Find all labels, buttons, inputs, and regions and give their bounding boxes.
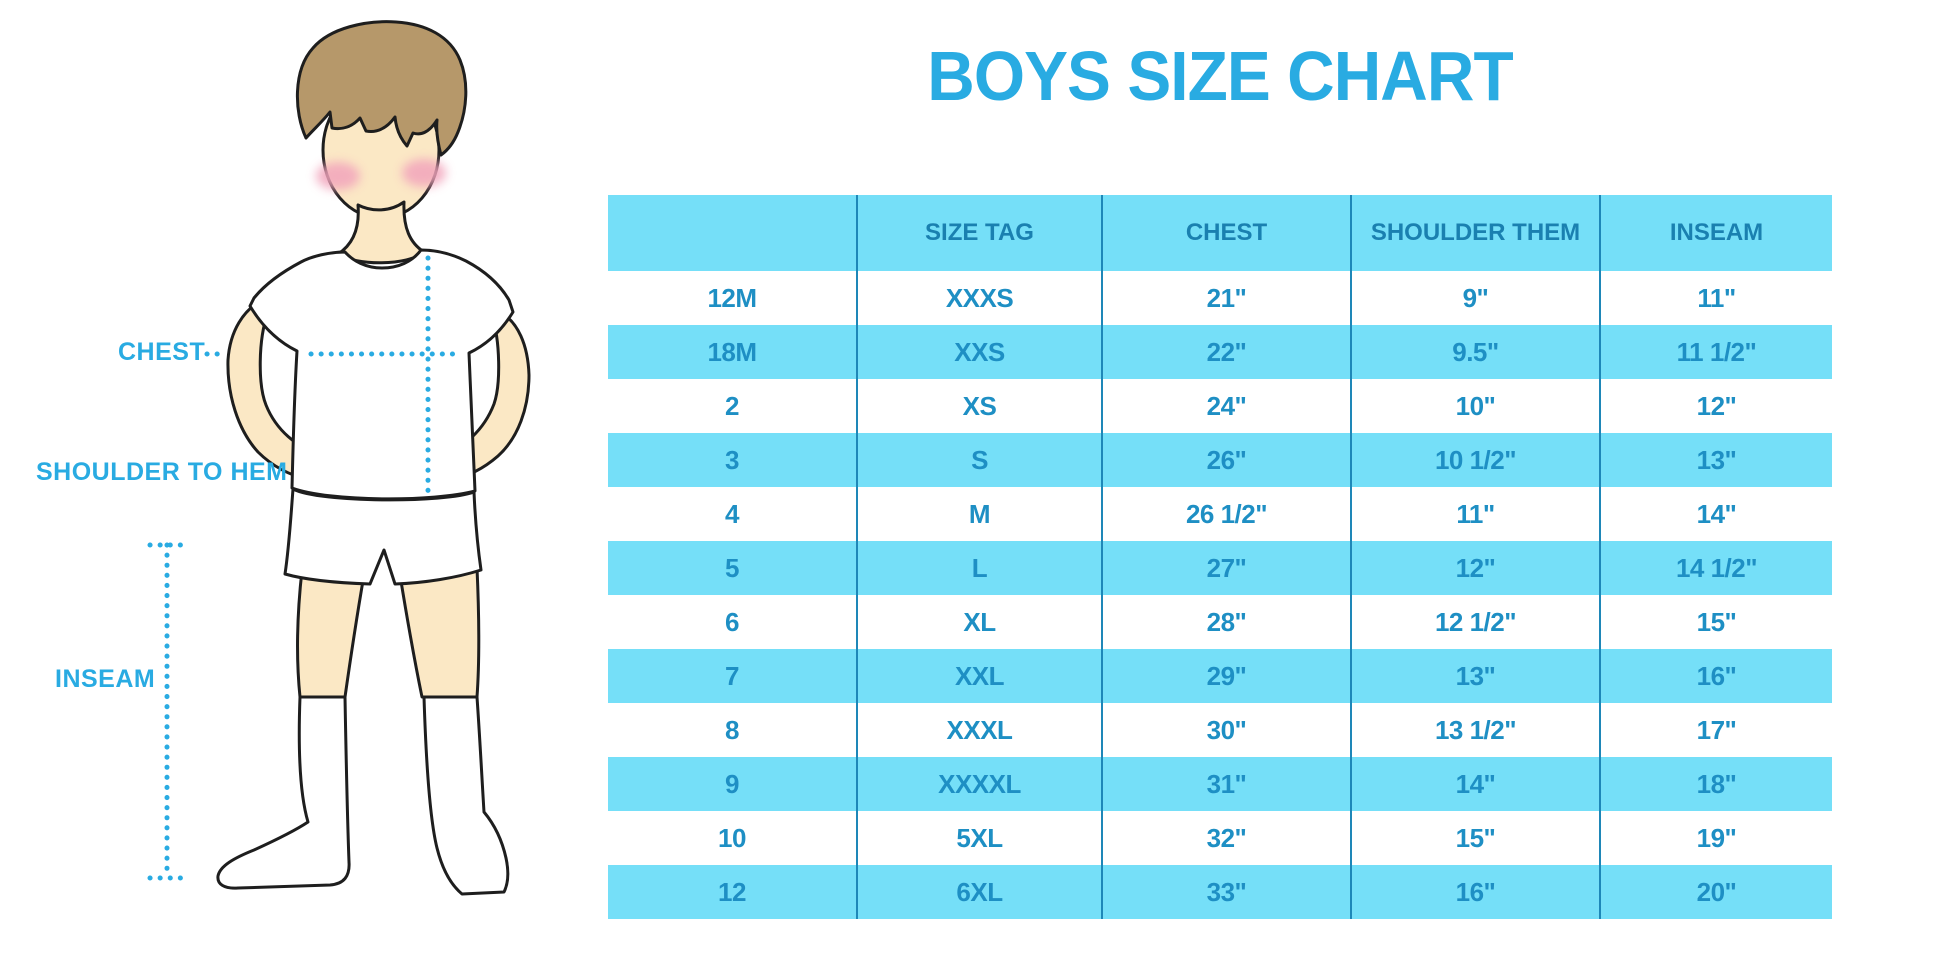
table-cell: 29" [1103, 649, 1352, 703]
table-cell: 6XL [858, 865, 1103, 919]
table-cell: 13" [1352, 649, 1601, 703]
table-cell: 12" [1696, 390, 1737, 421]
table-cell: M [858, 487, 1103, 541]
table-row: 9 XXXXL 31" 14" 18" [608, 757, 1832, 811]
table-cell: 33" [1103, 865, 1352, 919]
table-row: 12 6XL 33" 16" 20" [608, 865, 1832, 919]
table-cell: 5 [608, 541, 858, 595]
table-cell: 10" [1352, 379, 1601, 433]
boy-tshirt [248, 248, 515, 501]
table-cell: XL [858, 595, 1103, 649]
table-cell: 27" [1103, 541, 1352, 595]
table-cell: 17" [1696, 714, 1737, 745]
table-cell: 14" [1352, 757, 1601, 811]
table-cell: 15" [1696, 606, 1737, 637]
table-cell: 21" [1103, 271, 1352, 325]
column-header: SIZE TAG [858, 195, 1103, 271]
table-row: 4 M 26 1/2" 11" 14" [608, 487, 1832, 541]
table-cell: XXXL [858, 703, 1103, 757]
table-cell: L [858, 541, 1103, 595]
table-cell: 8 [608, 703, 858, 757]
table-row: 18M XXS 22" 9.5" 11 1/2" [608, 325, 1832, 379]
boy-neck [336, 200, 426, 265]
boy-shorts [283, 487, 483, 586]
table-cell: 10 [608, 811, 858, 865]
table-cell: 24" [1103, 379, 1352, 433]
table-cell: 31" [1103, 757, 1352, 811]
page-title: BOYS SIZE CHART [927, 37, 1513, 115]
table-cell: 9.5" [1352, 325, 1601, 379]
table-cell: 10 1/2" [1352, 433, 1601, 487]
table-cell: 13" [1696, 444, 1737, 475]
table-cell: 12 [608, 865, 858, 919]
table-cell: 11" [1697, 282, 1736, 313]
shoulder-to-hem-label: SHOULDER TO HEM [36, 458, 288, 486]
column-header: SHOULDER THEM [1352, 195, 1601, 271]
table-cell: 7 [608, 649, 858, 703]
table-cell: 2 [608, 379, 858, 433]
size-table-body: 12M XXXS 21" 9" 11" 18M XXS 22" 9.5" 11 1/2" 2 XS 24… [608, 271, 1832, 919]
table-cell: 28" [1103, 595, 1352, 649]
table-cell: 12M [608, 271, 858, 325]
table-cell: 9 [608, 757, 858, 811]
table-row: 7 XXL 29" 13" 16" [608, 649, 1832, 703]
table-cell: 5XL [858, 811, 1103, 865]
table-cell: 13 1/2" [1352, 703, 1601, 757]
boy-legs [296, 566, 481, 699]
table-cell: 11" [1352, 487, 1601, 541]
table-cell: 3 [608, 433, 858, 487]
size-table: SIZE TAG CHEST SHOULDER THEM INSEAM 12M XXXS… [608, 195, 1832, 919]
table-cell: XXS [858, 325, 1103, 379]
boy-socks [216, 695, 510, 896]
column-header: INSEAM [1669, 219, 1764, 246]
table-cell: 12 1/2" [1352, 595, 1601, 649]
inseam-label: INSEAM [55, 665, 156, 693]
table-row: 6 XL 28" 12 1/2" 15" [608, 595, 1832, 649]
table-row: 2 XS 24" 10" 12" [608, 379, 1832, 433]
table-row: 3 S 26" 10 1/2" 13" [608, 433, 1832, 487]
column-header: CHEST [1103, 195, 1352, 271]
table-cell: 30" [1103, 703, 1352, 757]
table-cell: 32" [1103, 811, 1352, 865]
table-cell: S [858, 433, 1103, 487]
table-cell: XXL [858, 649, 1103, 703]
table-row: 5 L 27" 12" 14 1/2" [608, 541, 1832, 595]
table-cell: XS [858, 379, 1103, 433]
table-cell: 14" [1696, 498, 1737, 529]
table-cell: 6 [608, 595, 858, 649]
chest-label: CHEST [118, 338, 206, 366]
table-cell: 20" [1696, 876, 1737, 907]
table-cell: 18M [608, 325, 858, 379]
column-header [608, 195, 858, 271]
table-cell: 22" [1103, 325, 1352, 379]
table-cell: 26" [1103, 433, 1352, 487]
table-cell: 12" [1352, 541, 1601, 595]
table-cell: 16" [1352, 865, 1601, 919]
table-cell: 19" [1696, 822, 1737, 853]
table-cell: 14 1/2" [1675, 552, 1758, 583]
size-table-header-row: SIZE TAG CHEST SHOULDER THEM INSEAM [608, 195, 1832, 271]
table-cell: 4 [608, 487, 858, 541]
table-cell: XXXS [858, 271, 1103, 325]
table-row: 10 5XL 32" 15" 19" [608, 811, 1832, 865]
table-cell: XXXXL [858, 757, 1103, 811]
table-cell: 26 1/2" [1103, 487, 1352, 541]
table-cell: 9" [1352, 271, 1601, 325]
boy-hair [295, 20, 468, 157]
table-row: 8 XXXL 30" 13 1/2" 17" [608, 703, 1832, 757]
blush-cheeks [316, 159, 446, 190]
table-cell: 18" [1696, 768, 1737, 799]
table-cell: 15" [1352, 811, 1601, 865]
table-cell: 16" [1696, 660, 1737, 691]
table-cell: 11 1/2" [1676, 336, 1757, 367]
table-row: 12M XXXS 21" 9" 11" [608, 271, 1832, 325]
